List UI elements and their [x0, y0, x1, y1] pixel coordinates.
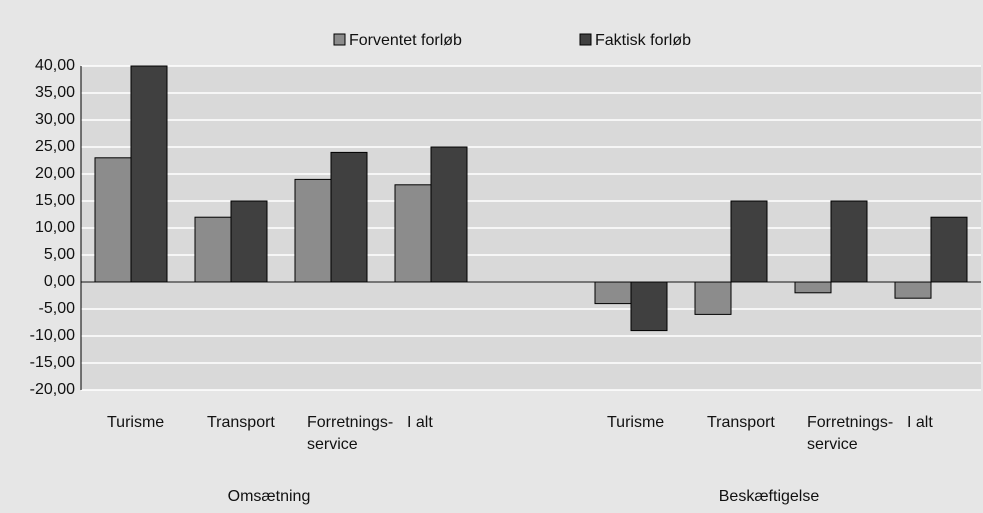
y-tick-label: -10,00 — [30, 327, 75, 344]
legend-swatch — [333, 33, 346, 46]
group-label: Beskæftigelse — [719, 488, 820, 505]
bar — [730, 200, 768, 283]
bar — [330, 151, 368, 283]
bar — [130, 65, 168, 283]
bar — [630, 281, 668, 332]
legend-label: Faktisk forløb — [595, 32, 691, 49]
bar — [194, 216, 232, 283]
group-label: Omsætning — [228, 488, 311, 505]
y-tick-label: -5,00 — [39, 300, 76, 317]
bar — [794, 281, 832, 294]
y-tick-label: 10,00 — [35, 219, 75, 236]
y-tick-label: 25,00 — [35, 138, 75, 155]
bar — [694, 281, 732, 315]
x-tick-label: I alt — [907, 414, 933, 431]
bar — [394, 184, 432, 283]
bar — [94, 157, 132, 283]
y-tick-label: 30,00 — [35, 111, 75, 128]
x-tick-label: Forretnings-service — [807, 414, 893, 453]
bar — [930, 216, 968, 283]
bar — [430, 146, 468, 283]
y-tick-label: 35,00 — [35, 84, 75, 101]
y-tick-label: 20,00 — [35, 165, 75, 182]
bar — [594, 281, 632, 305]
y-tick-label: 15,00 — [35, 192, 75, 209]
x-tick-label: Transport — [207, 414, 275, 431]
y-tick-label: 0,00 — [44, 273, 75, 290]
bar — [830, 200, 868, 283]
x-tick-label: Transport — [707, 414, 775, 431]
y-tick-label: 5,00 — [44, 246, 75, 263]
y-tick-label: -20,00 — [30, 381, 75, 398]
y-tick-label: 40,00 — [35, 57, 75, 74]
x-tick-label: Turisme — [607, 414, 664, 431]
legend-swatch — [579, 33, 592, 46]
x-tick-label: I alt — [407, 414, 433, 431]
bar — [894, 281, 932, 299]
bar — [230, 200, 268, 283]
x-tick-label: Turisme — [107, 414, 164, 431]
y-tick-label: -15,00 — [30, 354, 75, 371]
x-tick-label: Forretnings-service — [307, 414, 393, 453]
legend-label: Forventet forløb — [349, 32, 462, 49]
bar — [294, 178, 332, 283]
